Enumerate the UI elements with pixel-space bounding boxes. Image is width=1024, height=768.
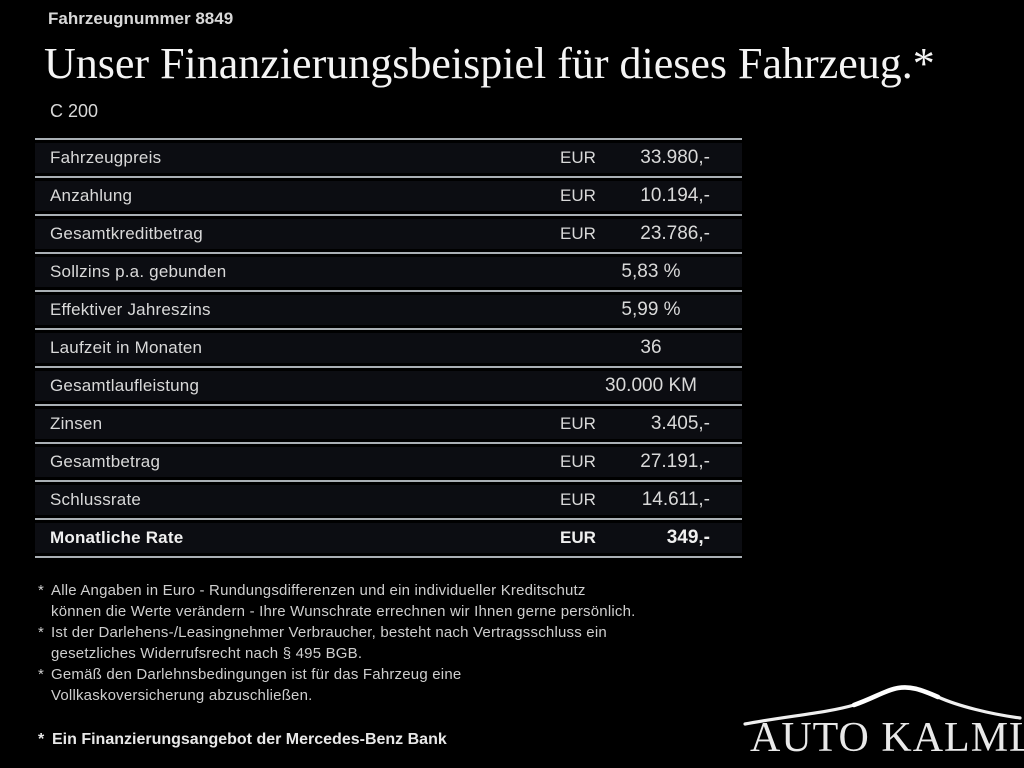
footnote-vollkasko: * Gemäß den Darlehnsbedingungen ist für … (38, 664, 758, 706)
row-divider (35, 404, 742, 406)
footnotes: * Alle Angaben in Euro - Rundungsdiffere… (38, 580, 758, 706)
dealer-name: AUTO KALMLAGE (750, 715, 1024, 761)
row-value: 3.405,- (650, 413, 710, 434)
row-value: 27.191,- (640, 451, 710, 472)
page-title: Unser Finanzierungsbeispiel für dieses F… (44, 39, 935, 88)
table-row-fahrzeugpreis: Fahrzeugpreis EUR 33.980,- (35, 143, 742, 173)
car-silhouette-icon (743, 685, 1022, 726)
row-label: Gesamtkreditbetrag (50, 224, 203, 243)
row-divider (35, 328, 742, 330)
row-value: 33.980,- (640, 147, 710, 168)
currency-label: EUR (560, 224, 596, 243)
row-label: Zinsen (50, 414, 103, 433)
row-value: 5,83 % (621, 261, 681, 282)
row-divider (35, 366, 742, 368)
row-divider (35, 252, 742, 254)
row-label: Gesamtbetrag (50, 452, 161, 471)
table-row-laufzeit: Laufzeit in Monaten 36 (35, 333, 742, 363)
row-label: Effektiver Jahreszins (50, 300, 211, 319)
row-label: Schlussrate (50, 490, 142, 509)
row-label: Laufzeit in Monaten (50, 338, 203, 357)
row-divider (35, 518, 742, 520)
row-value: 30.000 KM (605, 375, 697, 396)
footnote-text: Alle Angaben in Euro - Rundungsdifferenz… (51, 582, 636, 620)
table-row-monatliche-rate: Monatliche Rate EUR 349,- (35, 523, 742, 553)
asterisk-marker: * (38, 582, 44, 599)
table-row-zinsen: Zinsen EUR 3.405,- (35, 409, 742, 439)
asterisk-marker: * (38, 731, 45, 748)
dealer-logo: AUTO KALMLAGE (742, 666, 1024, 768)
table-row-sollzins: Sollzins p.a. gebunden 5,83 % (35, 257, 742, 287)
row-divider (35, 442, 742, 444)
currency-label: EUR (560, 414, 596, 433)
bank-note-text: Ein Finanzierungsangebot der Mercedes-Be… (52, 731, 447, 748)
row-divider (35, 290, 742, 292)
row-value: 10.194,- (640, 185, 710, 206)
table-row-effektiver-jahreszins: Effektiver Jahreszins 5,99 % (35, 295, 742, 325)
row-divider (35, 138, 742, 140)
table-row-gesamtbetrag: Gesamtbetrag EUR 27.191,- (35, 447, 742, 477)
row-label: Monatliche Rate (50, 528, 184, 547)
row-value: 14.611,- (641, 489, 710, 510)
row-label: Sollzins p.a. gebunden (50, 262, 227, 281)
currency-label: EUR (560, 528, 596, 547)
row-label: Anzahlung (50, 186, 133, 205)
asterisk-marker: * (38, 666, 44, 683)
table-row-schlussrate: Schlussrate EUR 14.611,- (35, 485, 742, 515)
footnote-text: Gemäß den Darlehnsbedingungen ist für da… (51, 666, 462, 704)
footnote-text: Ist der Darlehens-/Leasingnehmer Verbrau… (51, 624, 607, 662)
row-value: 23.786,- (640, 223, 710, 244)
row-divider (35, 556, 742, 558)
row-value: 36 (640, 337, 662, 358)
currency-label: EUR (560, 186, 596, 205)
row-value: 5,99 % (621, 299, 681, 320)
bank-note: * Ein Finanzierungsangebot der Mercedes-… (38, 730, 447, 750)
table-row-gesamtkreditbetrag: Gesamtkreditbetrag EUR 23.786,- (35, 219, 742, 249)
currency-label: EUR (560, 148, 596, 167)
currency-label: EUR (560, 452, 596, 471)
table-row-gesamtlaufleistung: Gesamtlaufleistung 30.000 KM (35, 371, 742, 401)
table-row-anzahlung: Anzahlung EUR 10.194,- (35, 181, 742, 211)
asterisk-marker: * (38, 624, 44, 641)
row-value: 349,- (666, 527, 710, 548)
row-label: Fahrzeugpreis (50, 148, 162, 167)
row-divider (35, 214, 742, 216)
footnote-widerrufsrecht: * Ist der Darlehens-/Leasingnehmer Verbr… (38, 622, 758, 664)
row-label: Gesamtlaufleistung (50, 376, 200, 395)
currency-label: EUR (560, 490, 596, 509)
vehicle-number: Fahrzeugnummer 8849 (48, 9, 234, 28)
row-divider (35, 480, 742, 482)
vehicle-model: C 200 (50, 101, 99, 121)
row-divider (35, 176, 742, 178)
finance-table: Fahrzeugpreis EUR 33.980,- Anzahlung EUR 1… (35, 138, 742, 558)
footnote-rounding: * Alle Angaben in Euro - Rundungsdiffere… (38, 580, 758, 622)
